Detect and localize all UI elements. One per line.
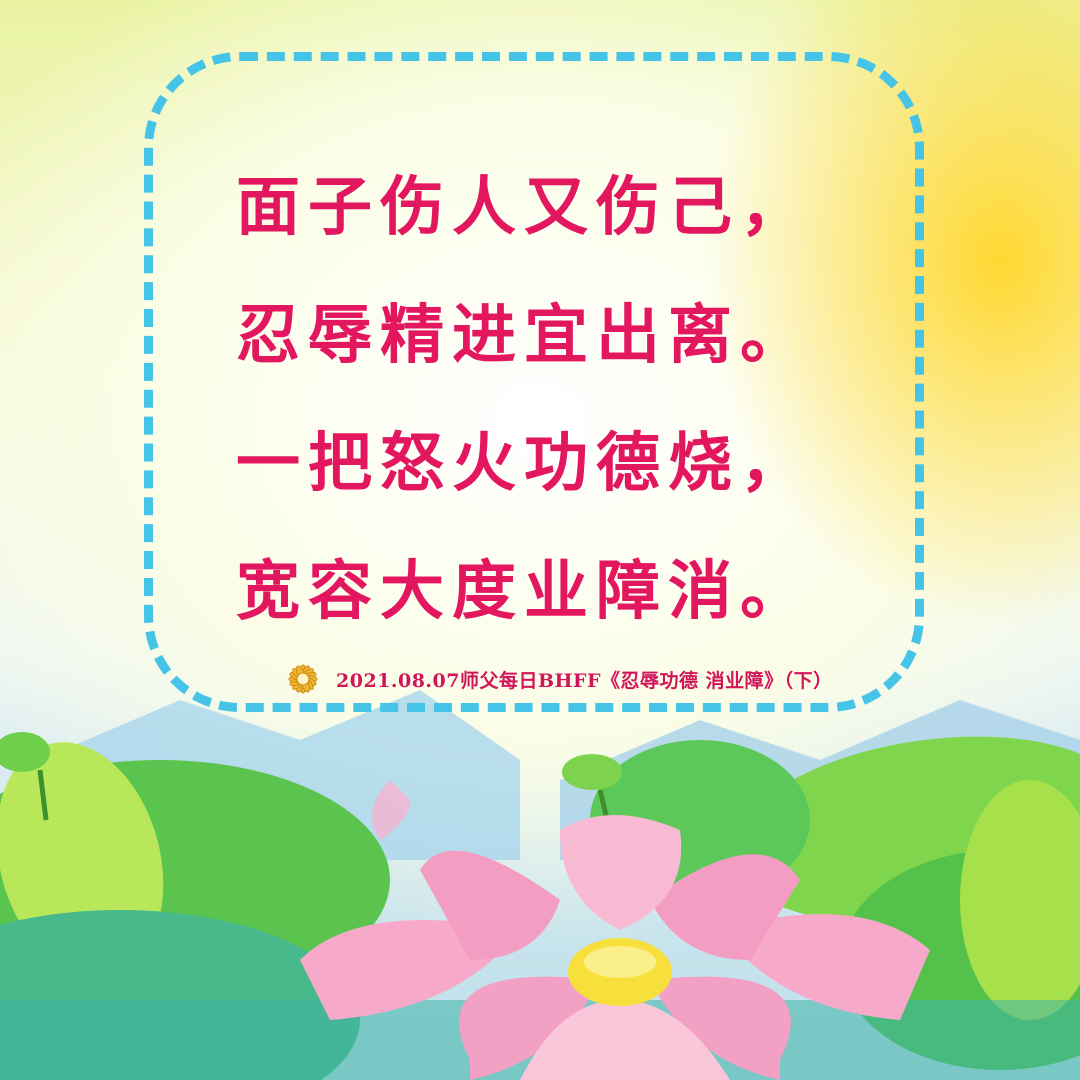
caption-text: 2021.08.07师父每日BHFF《忍辱功德 消业障》（下）	[336, 669, 833, 692]
lotus-bud	[372, 780, 410, 840]
seed-pod-mid	[562, 754, 622, 790]
caption: 2021.08.07师父每日BHFF《忍辱功德 消业障》（下）	[280, 656, 833, 702]
poem-line: 忍辱精进宜出离。	[236, 298, 812, 373]
seed-pod-left	[0, 732, 50, 772]
lotus-flower	[300, 815, 930, 1080]
lotus-petal	[650, 854, 800, 960]
lotus-center-highlight	[584, 946, 656, 978]
dashed-text-frame	[144, 52, 924, 712]
poem-block: 面子伤人又伤己， 忍辱精进宜出离。 一把怒火功德烧， 宽容大度业障消。	[236, 160, 856, 672]
golden-lotus-icon	[288, 664, 318, 694]
lotus-petal	[459, 976, 600, 1080]
lotus-petal	[560, 815, 682, 930]
pod-stem-left	[37, 769, 49, 821]
lotus-petal	[720, 914, 930, 1020]
lotus-petal	[650, 976, 791, 1080]
poem-line: 面子伤人又伤己，	[236, 170, 812, 245]
poem-line: 一把怒火功德烧，	[236, 426, 812, 501]
lotus-petal	[520, 1000, 730, 1080]
lotus-petal	[420, 850, 560, 960]
leaf-right-bright	[960, 780, 1080, 1020]
poem-line: 宽容大度业障消。	[236, 554, 812, 629]
